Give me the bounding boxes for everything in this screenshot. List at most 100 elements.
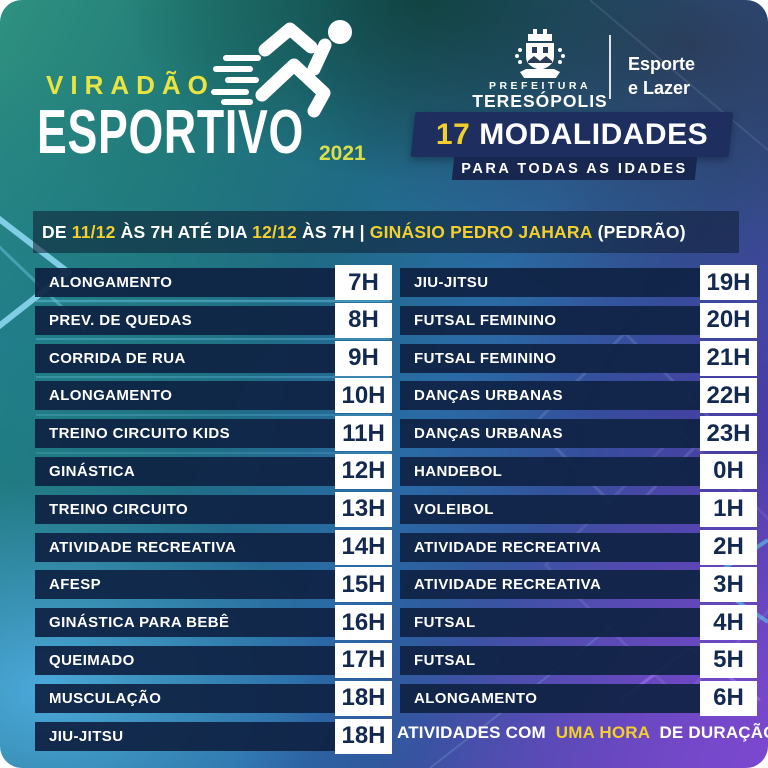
schedule-row: ATIVIDADE RECREATIVA 3H xyxy=(400,567,757,603)
modalities-title: 17 MODALIDADES xyxy=(413,112,731,157)
time-badge: 18H xyxy=(335,718,392,754)
activity-label: FUTSAL xyxy=(414,651,476,669)
activity-label: QUEIMADO xyxy=(49,651,135,669)
time-badge: 13H xyxy=(335,491,392,527)
time-badge: 23H xyxy=(700,416,757,452)
event-title-line1: VIRADÃO xyxy=(46,70,215,100)
duration-highlight: UMA HORA xyxy=(555,723,650,742)
schedule-row: ALONGAMENTO 6H xyxy=(400,680,757,716)
schedule-row: VOLEIBOL 1H xyxy=(400,491,757,527)
time-badge: 5H xyxy=(700,642,757,678)
activity-label: AFESP xyxy=(49,576,102,594)
schedule-right-column: JIU-JITSU 19H FUTSAL FEMININO 20H FUTSAL… xyxy=(400,265,757,722)
date-seg3: ÀS 7H | xyxy=(296,221,370,242)
time-badge: 12H xyxy=(335,453,392,489)
date-start: 11/12 xyxy=(71,221,116,242)
schedule-row: MUSCULAÇÃO 18H xyxy=(35,680,392,716)
event-title-line2: ESPORTIVO xyxy=(37,98,304,167)
date-end: 12/12 xyxy=(252,221,297,242)
org-name-line1: PREFEITURA xyxy=(488,80,592,92)
schedule-row: FUTSAL 5H xyxy=(400,642,757,678)
org-name-line2: TERESÓPOLIS xyxy=(472,91,608,111)
time-badge: 0H xyxy=(700,453,757,489)
time-badge: 8H xyxy=(335,302,392,338)
time-badge: 14H xyxy=(335,529,392,565)
activity-label: JIU-JITSU xyxy=(414,274,489,291)
activity-label: TREINO CIRCUITO xyxy=(49,500,189,518)
activity-label: ALONGAMENTO xyxy=(49,387,173,405)
time-badge: 2H xyxy=(700,529,757,565)
schedule-row: HANDEBOL 0H xyxy=(400,453,757,489)
time-badge: 18H xyxy=(335,680,392,716)
time-badge: 17H xyxy=(335,642,392,678)
schedule-row: GINÁSTICA PARA BEBÊ 16H xyxy=(35,605,392,641)
schedule-row: DANÇAS URBANAS 23H xyxy=(400,416,757,452)
date-venue-bar: DE 11/12 ÀS 7H ATÉ DIA 12/12 ÀS 7H | GIN… xyxy=(33,211,739,253)
activity-label: ATIVIDADE RECREATIVA xyxy=(414,538,602,556)
activity-label: HANDEBOL xyxy=(414,462,503,480)
time-badge: 16H xyxy=(335,605,392,641)
schedule-row: TREINO CIRCUITO KIDS 11H xyxy=(35,416,392,452)
org-department: Esporte e Lazer xyxy=(628,52,695,100)
activity-label: GINÁSTICA PARA BEBÊ xyxy=(49,614,230,632)
schedule-left-column: ALONGAMENTO 7H PREV. DE QUEDAS 8H CORRID… xyxy=(35,265,392,759)
org-dept-line1: Esporte xyxy=(628,54,696,74)
venue-nickname: (PEDRÃO) xyxy=(592,221,686,242)
runner-icon xyxy=(211,20,352,118)
event-year: 2021 xyxy=(319,142,366,165)
activity-label: MUSCULAÇÃO xyxy=(49,689,162,707)
schedule-row: ATIVIDADE RECREATIVA 2H xyxy=(400,529,757,565)
schedule-row: QUEIMADO 17H xyxy=(35,642,392,678)
time-badge: 7H xyxy=(335,265,392,300)
schedule-row: ALONGAMENTO 7H xyxy=(35,265,392,300)
time-badge: 21H xyxy=(700,340,757,376)
time-badge: 22H xyxy=(700,378,757,414)
schedule-row: ATIVIDADE RECREATIVA 14H xyxy=(35,529,392,565)
activity-label: FUTSAL FEMININO xyxy=(414,349,557,367)
schedule-row: JIU-JITSU 18H xyxy=(35,718,392,754)
activity-label: GINÁSTICA xyxy=(49,462,136,480)
city-crest-icon xyxy=(515,29,565,78)
modalities-label: MODALIDADES xyxy=(479,117,709,151)
schedule-row: GINÁSTICA 12H xyxy=(35,453,392,489)
activity-label: FUTSAL FEMININO xyxy=(414,311,557,329)
schedule-row: FUTSAL FEMININO 20H xyxy=(400,302,757,338)
activity-label: DANÇAS URBANAS xyxy=(414,425,563,443)
org-divider xyxy=(609,35,611,99)
time-badge: 4H xyxy=(700,605,757,641)
time-badge: 9H xyxy=(335,340,392,376)
activity-label: ALONGAMENTO xyxy=(49,274,173,291)
schedule-row: PREV. DE QUEDAS 8H xyxy=(35,302,392,338)
schedule-row: ALONGAMENTO 10H xyxy=(35,378,392,414)
venue-name: GINÁSIO PEDRO JAHARA xyxy=(369,221,593,242)
activity-label: JIU-JITSU xyxy=(49,727,124,745)
time-badge: 6H xyxy=(700,680,757,716)
duration-note: ATIVIDADES COM UMA HORA DE DURAÇÃO xyxy=(397,723,768,743)
activity-label: TREINO CIRCUITO KIDS xyxy=(49,425,231,443)
activity-label: DANÇAS URBANAS xyxy=(414,387,563,405)
time-badge: 1H xyxy=(700,491,757,527)
schedule-row: FUTSAL 4H xyxy=(400,605,757,641)
date-seg1: DE xyxy=(42,221,72,242)
schedule-row: TREINO CIRCUITO 13H xyxy=(35,491,392,527)
duration-seg2: DE DURAÇÃO xyxy=(654,723,768,742)
duration-seg1: ATIVIDADES COM xyxy=(397,723,551,742)
time-badge: 15H xyxy=(335,567,392,603)
schedule-row: DANÇAS URBANAS 22H xyxy=(400,378,757,414)
org-dept-line2: e Lazer xyxy=(628,78,691,98)
modalities-subtitle: PARA TODAS AS IDADES xyxy=(461,160,688,177)
time-badge: 10H xyxy=(335,378,392,414)
schedule-row: FUTSAL FEMININO 21H xyxy=(400,340,757,376)
activity-label: CORRIDA DE RUA xyxy=(49,349,186,367)
activity-label: FUTSAL xyxy=(414,614,476,632)
time-badge: 20H xyxy=(700,302,757,338)
activity-label: ALONGAMENTO xyxy=(414,689,538,707)
activity-label: ATIVIDADE RECREATIVA xyxy=(414,576,602,594)
date-seg2: ÀS 7H ATÉ DIA xyxy=(115,221,253,242)
activity-label: PREV. DE QUEDAS xyxy=(49,311,192,329)
time-badge: 19H xyxy=(700,265,757,300)
time-badge: 3H xyxy=(700,567,757,603)
schedule-row: CORRIDA DE RUA 9H xyxy=(35,340,392,376)
activity-label: VOLEIBOL xyxy=(414,500,494,518)
